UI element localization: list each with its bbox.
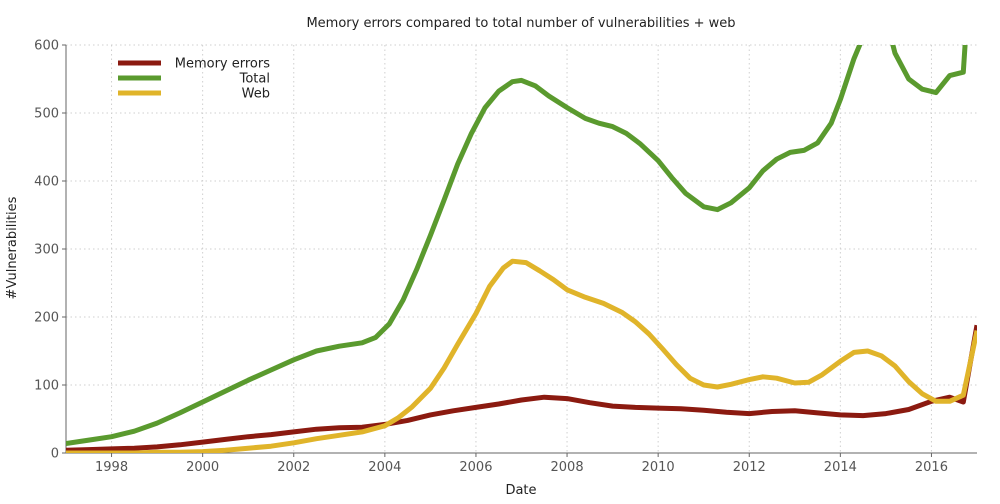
y-tick-label: 600 bbox=[34, 39, 59, 54]
x-tick-label: 2006 bbox=[459, 460, 492, 475]
x-tick-label: 2010 bbox=[642, 460, 675, 475]
y-tick-label: 200 bbox=[34, 311, 59, 326]
series-line-memory-errors bbox=[66, 324, 977, 453]
x-tick-label: 2012 bbox=[733, 460, 766, 475]
x-axis-title: Date bbox=[505, 483, 536, 498]
axes: 0 100 200 300 400 500 600 1998 2000 2002 2004 2006 2… bbox=[34, 39, 977, 475]
series-group bbox=[66, 45, 977, 453]
y-tick-label: 300 bbox=[34, 243, 59, 258]
x-tick-label: 2000 bbox=[186, 460, 219, 475]
x-tick-label: 2002 bbox=[277, 460, 310, 475]
x-tick-label: 2004 bbox=[368, 460, 401, 475]
legend-label-web: Web bbox=[242, 87, 270, 102]
y-tick-label: 500 bbox=[34, 107, 59, 122]
x-tick-label: 2014 bbox=[824, 460, 857, 475]
chart-title: Memory errors compared to total number o… bbox=[306, 16, 735, 31]
x-tick-label: 2016 bbox=[915, 460, 948, 475]
x-tick-label: 2008 bbox=[551, 460, 584, 475]
legend-label-total: Total bbox=[239, 72, 270, 87]
series-line-web bbox=[66, 258, 977, 453]
y-tick-label: 400 bbox=[34, 175, 59, 190]
y-tick-label: 100 bbox=[34, 379, 59, 394]
x-tick-label: 1998 bbox=[95, 460, 128, 475]
y-tick-label: 0 bbox=[51, 447, 59, 462]
legend-label-memory-errors: Memory errors bbox=[175, 57, 270, 72]
series-line-total bbox=[66, 45, 968, 446]
y-axis-title: #Vulnerabilities bbox=[5, 196, 20, 299]
